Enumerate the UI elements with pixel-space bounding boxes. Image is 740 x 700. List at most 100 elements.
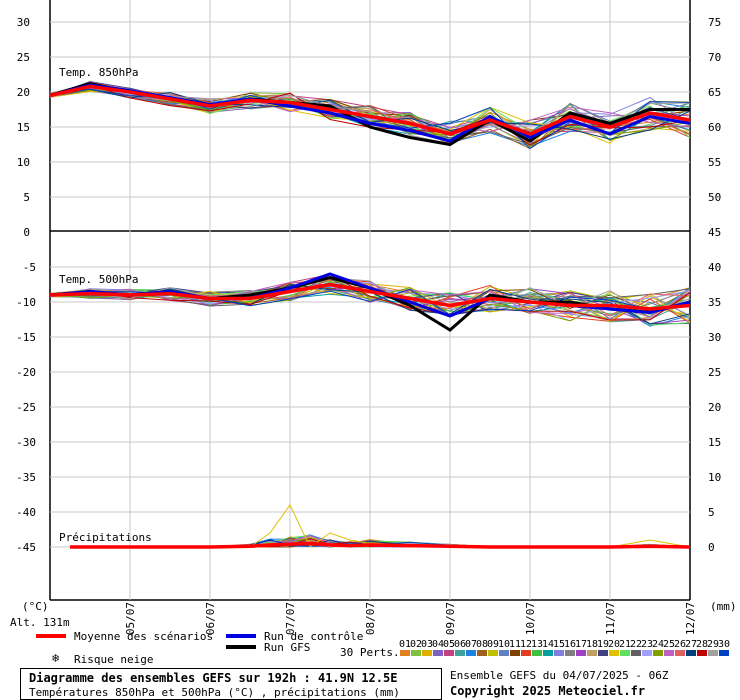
legend-gfs-label: Run GFS bbox=[264, 641, 310, 654]
member-label: 19 bbox=[597, 639, 609, 650]
left-tick-bottom: -35 bbox=[16, 471, 36, 484]
legend-mean-label: Moyenne des scénarios bbox=[74, 630, 213, 643]
left-tick-bottom: -15 bbox=[16, 331, 36, 344]
left-tick-top: 20 bbox=[17, 86, 30, 99]
x-tick-label: 05/07 bbox=[124, 602, 137, 635]
member-line bbox=[49, 281, 691, 318]
right-tick-bottom: 25 bbox=[708, 366, 721, 379]
right-tick-top: 65 bbox=[708, 86, 721, 99]
x-tick-label: 07/07 bbox=[284, 602, 297, 635]
right-tick-top: 70 bbox=[708, 51, 721, 64]
member-line bbox=[49, 81, 691, 136]
legend-control-label: Run de contrôle bbox=[264, 630, 363, 643]
member-label: 23 bbox=[641, 639, 653, 650]
member-label: 02 bbox=[410, 639, 422, 650]
x-tick-label: 06/07 bbox=[204, 602, 217, 635]
member-label: 22 bbox=[630, 639, 642, 650]
member-swatch bbox=[422, 650, 432, 656]
member-swatch bbox=[543, 650, 553, 656]
left-tick-top: 10 bbox=[17, 156, 30, 169]
member-swatch bbox=[488, 650, 498, 656]
member-swatch bbox=[620, 650, 630, 656]
right-tick-bottom: 20 bbox=[708, 401, 721, 414]
copyright: Copyright 2025 Meteociel.fr bbox=[450, 684, 646, 698]
precip-mean-line bbox=[70, 541, 691, 549]
right-tick-bottom: 40 bbox=[708, 261, 721, 274]
member-swatch bbox=[455, 650, 465, 656]
member-swatch bbox=[510, 650, 520, 656]
member-label: 24 bbox=[652, 639, 664, 650]
left-tick-bottom: -45 bbox=[16, 541, 36, 554]
member-swatch bbox=[532, 650, 542, 656]
chart-subtitle: Températures 850hPa et 500hPa (°C) , pré… bbox=[29, 686, 400, 699]
member-label: 30 bbox=[718, 639, 730, 650]
member-line bbox=[49, 90, 691, 146]
perts-label: 30 Perts. bbox=[340, 646, 400, 659]
member-label: 03 bbox=[421, 639, 433, 650]
right-tick-bottom: 0 bbox=[708, 541, 715, 554]
member-swatch bbox=[664, 650, 674, 656]
member-swatch bbox=[708, 650, 718, 656]
member-label: 25 bbox=[663, 639, 675, 650]
member-swatch bbox=[642, 650, 652, 656]
x-tick-label: 10/07 bbox=[524, 602, 537, 635]
mean-line bbox=[49, 282, 691, 311]
run-info: Ensemble GEFS du 04/07/2025 - 06Z bbox=[450, 669, 669, 682]
right-tick-bottom: 15 bbox=[708, 436, 721, 449]
member-swatch bbox=[675, 650, 685, 656]
right-tick-bottom: 5 bbox=[708, 506, 715, 519]
x-tick-label: 08/07 bbox=[364, 602, 377, 635]
right-tick-bottom: 10 bbox=[708, 471, 721, 484]
member-swatch bbox=[400, 650, 410, 656]
member-swatch bbox=[598, 650, 608, 656]
x-tick-label: 11/07 bbox=[604, 602, 617, 635]
left-tick-bottom: -10 bbox=[16, 296, 36, 309]
member-label: 05 bbox=[443, 639, 455, 650]
member-swatch bbox=[411, 650, 421, 656]
right-tick-top: 60 bbox=[708, 121, 721, 134]
member-label: 10 bbox=[498, 639, 510, 650]
member-swatch bbox=[521, 650, 531, 656]
member-label: 01 bbox=[399, 639, 411, 650]
member-swatch bbox=[499, 650, 509, 656]
x-tick-label: 12/07 bbox=[684, 602, 697, 635]
member-swatch bbox=[653, 650, 663, 656]
left-tick-top: 25 bbox=[17, 51, 30, 64]
left-tick-bottom: -20 bbox=[16, 366, 36, 379]
left-tick-bottom: -30 bbox=[16, 436, 36, 449]
panel-title-850: Temp. 850hPa bbox=[59, 66, 138, 79]
member-label: 13 bbox=[531, 639, 543, 650]
member-label: 27 bbox=[685, 639, 697, 650]
member-label: 16 bbox=[564, 639, 576, 650]
member-swatch bbox=[444, 650, 454, 656]
left-tick-top: 15 bbox=[17, 121, 30, 134]
title-box: Diagramme des ensembles GEFS sur 192h : … bbox=[20, 668, 442, 700]
member-line bbox=[49, 274, 691, 321]
member-label: 14 bbox=[542, 639, 554, 650]
right-tick-bottom: 45 bbox=[708, 226, 721, 239]
x-tick-label: 09/07 bbox=[444, 602, 457, 635]
panel-title-precip: Précipitations bbox=[59, 531, 152, 544]
member-swatch bbox=[686, 650, 696, 656]
right-tick-top: 50 bbox=[708, 191, 721, 204]
member-swatch bbox=[587, 650, 597, 656]
member-swatch bbox=[697, 650, 707, 656]
member-label: 20 bbox=[608, 639, 620, 650]
altitude-label: Alt. 131m bbox=[10, 616, 70, 629]
left-tick-bottom: -40 bbox=[16, 506, 36, 519]
chart-title: Diagramme des ensembles GEFS sur 192h : … bbox=[29, 671, 398, 685]
member-label: 29 bbox=[707, 639, 719, 650]
left-tick-top: 5 bbox=[23, 191, 30, 204]
panel-title-500: Temp. 500hPa bbox=[59, 273, 138, 286]
member-label: 26 bbox=[674, 639, 686, 650]
member-label: 08 bbox=[476, 639, 488, 650]
legend-snow-label: Risque neige bbox=[74, 653, 153, 666]
right-tick-bottom: 35 bbox=[708, 296, 721, 309]
member-swatch bbox=[609, 650, 619, 656]
member-swatch bbox=[565, 650, 575, 656]
left-tick-bottom: -25 bbox=[16, 401, 36, 414]
left-tick-top: 30 bbox=[17, 16, 30, 29]
member-label: 17 bbox=[575, 639, 587, 650]
